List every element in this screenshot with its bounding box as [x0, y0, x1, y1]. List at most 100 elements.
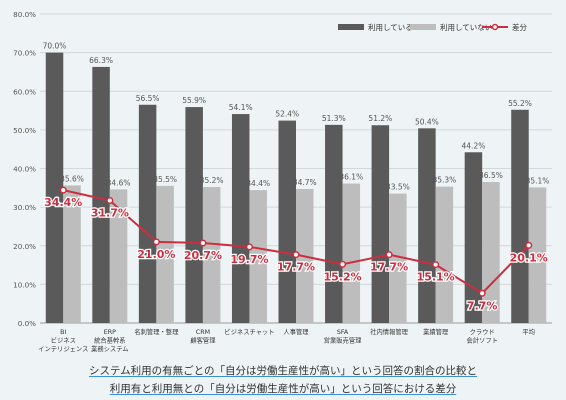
y-tick-label: 80.0% — [13, 10, 36, 19]
bar-not-using — [109, 189, 128, 323]
bar-not-using — [63, 185, 81, 323]
difference-point — [292, 251, 300, 259]
x-category-label: 名刺管理・整理 — [134, 327, 179, 336]
bar-using-value-label: 44.2% — [462, 141, 486, 150]
difference-value-label: 19.7% — [230, 253, 268, 266]
x-category-label: クラウド — [470, 328, 495, 336]
bar-using-value-label: 54.1% — [229, 103, 253, 112]
bar-not-using-value-label: 33.5% — [386, 183, 410, 192]
legend-label: 利用している — [368, 22, 413, 32]
difference-value-label: 7.7% — [467, 299, 498, 312]
bar-not-using — [156, 185, 174, 323]
x-category-label: 顧客管理 — [190, 336, 216, 345]
x-category-label: 社内情報管理 — [370, 327, 408, 336]
bar-using — [185, 107, 203, 324]
bar-using-value-label: 55.2% — [508, 99, 532, 108]
y-tick-label: 30.0% — [13, 203, 36, 212]
x-category-label: 業績管理 — [423, 327, 449, 336]
difference-value-label: 34.4% — [44, 196, 82, 209]
bar-using-value-label: 51.3% — [322, 114, 346, 123]
bar-using — [138, 104, 157, 323]
x-category-label: BI — [60, 329, 66, 336]
bar-not-using — [435, 186, 454, 323]
x-category-label: インテリジェンス — [38, 345, 88, 353]
x-category-label: 人事管理 — [283, 327, 309, 336]
difference-point — [199, 239, 207, 247]
bar-using-value-label: 70.0% — [43, 42, 67, 51]
difference-point — [59, 186, 67, 194]
difference-point — [106, 197, 114, 205]
bar-using — [278, 120, 296, 323]
bar-not-using-value-label: 35.3% — [432, 176, 456, 185]
x-category-label: 平均 — [522, 327, 535, 336]
y-tick-label: 70.0% — [13, 49, 36, 58]
bar-using — [418, 128, 436, 323]
y-tick-label: 60.0% — [13, 87, 36, 96]
bar-using — [371, 125, 390, 324]
x-category-label: CRM — [196, 329, 210, 336]
x-category-label: ビジネスチャット — [224, 327, 274, 336]
difference-value-label: 17.7% — [277, 261, 315, 274]
y-tick-label: 10.0% — [13, 280, 36, 289]
difference-value-label: 21.0% — [137, 248, 175, 261]
bar-using-value-label: 56.5% — [136, 94, 160, 103]
difference-point — [432, 261, 440, 269]
legend-label: 差分 — [512, 22, 527, 32]
bar-using-value-label: 55.9% — [182, 96, 206, 105]
y-tick-label: 0.0% — [18, 319, 36, 328]
bar-not-using-value-label: 34.4% — [246, 179, 270, 188]
bar-not-using-value-label: 35.2% — [200, 176, 224, 185]
y-tick-label: 40.0% — [13, 165, 36, 174]
bar-using — [45, 52, 64, 323]
bar-using — [511, 109, 529, 323]
difference-point — [478, 289, 486, 297]
bar-not-using-value-label: 35.1% — [526, 176, 550, 185]
x-category-label: SFA — [337, 329, 349, 336]
difference-value-label: 15.2% — [323, 270, 361, 283]
bar-using — [325, 124, 343, 323]
bar-using — [231, 114, 250, 323]
legend-label: 利用していない — [440, 22, 492, 32]
y-tick-label: 20.0% — [13, 242, 36, 251]
difference-value-label: 31.7% — [91, 207, 129, 220]
difference-point — [338, 260, 347, 268]
bar-not-using — [389, 193, 407, 323]
chart-caption-line-2: 利用有と利用無との「自分は労働生産性が高い」という回答における差分 — [109, 383, 457, 395]
x-category-label: 統合基幹系 — [94, 336, 125, 345]
difference-value-label: 20.1% — [510, 251, 548, 264]
x-category-label: 営業販売管理 — [324, 336, 362, 345]
difference-value-label: 20.7% — [184, 249, 222, 262]
bar-not-using-value-label: 36.5% — [479, 171, 503, 180]
bar-not-using — [202, 187, 221, 323]
bar-not-using — [249, 190, 267, 323]
bar-using-value-label: 52.4% — [275, 110, 299, 119]
x-category-label: ビジネス — [51, 336, 76, 345]
x-category-label: ERP — [104, 329, 116, 336]
y-tick-label: 50.0% — [13, 126, 36, 135]
bar-not-using-value-label: 35.5% — [153, 175, 177, 184]
difference-point — [385, 251, 393, 259]
bar-not-using — [528, 187, 547, 323]
bar-not-using-value-label: 34.6% — [107, 178, 131, 187]
bar-using-value-label: 66.3% — [89, 56, 113, 65]
difference-point — [245, 243, 254, 251]
legend-marker — [491, 23, 499, 31]
difference-point — [525, 241, 533, 249]
legend-swatch — [338, 24, 364, 30]
bar-not-using-value-label: 36.1% — [339, 173, 363, 182]
x-category-label: 会計ソフト — [466, 336, 497, 345]
bar-using-value-label: 50.4% — [415, 117, 439, 126]
chart-caption-line-1: システム利用の有無ごとの「自分は労働生産性が高い」という回答の割合の比較と — [88, 365, 478, 377]
bar-using — [464, 152, 483, 323]
bar-not-using — [342, 183, 361, 323]
x-category-label: 業務システム — [91, 344, 129, 353]
bar-not-using-value-label: 34.7% — [293, 178, 317, 187]
bar-using-value-label: 51.2% — [368, 114, 392, 123]
bar-not-using-value-label: 35.6% — [60, 174, 84, 183]
bar-using — [92, 66, 110, 323]
legend-swatch — [410, 24, 436, 30]
difference-value-label: 15.1% — [417, 271, 455, 284]
difference-value-label: 17.7% — [370, 261, 408, 274]
